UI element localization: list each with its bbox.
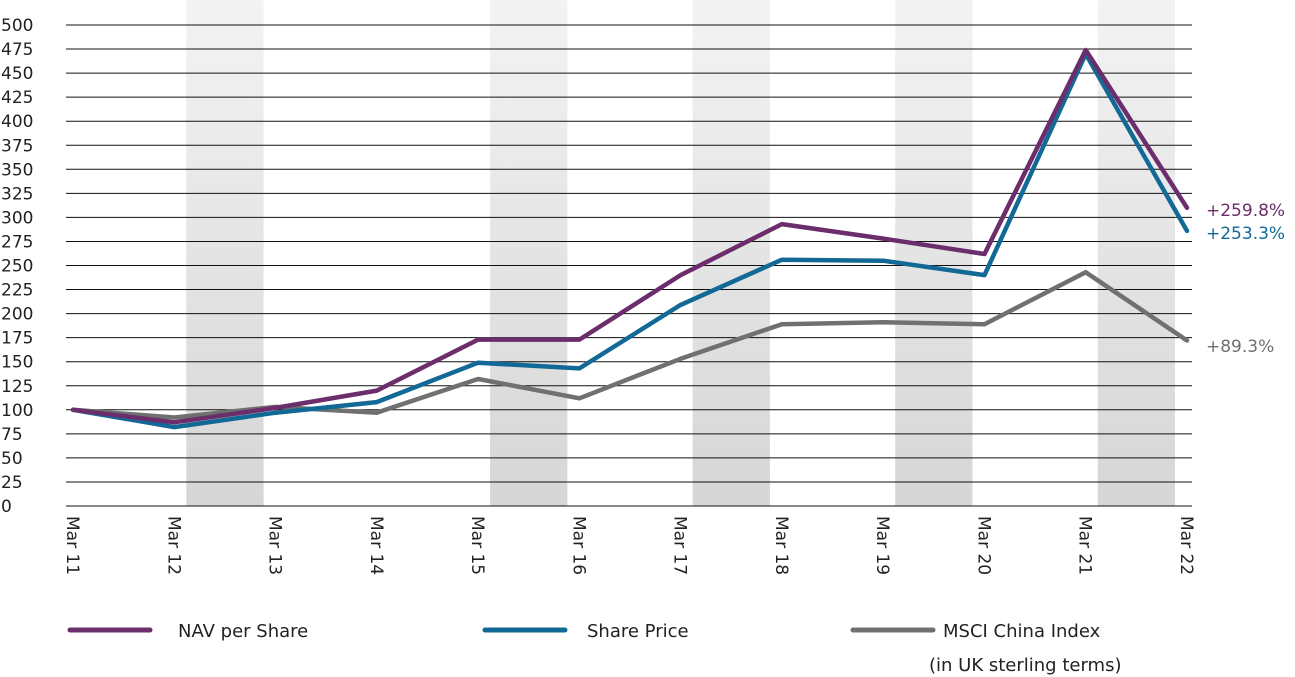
y-tick-label: 500 <box>1 16 33 36</box>
y-tick-label: 225 <box>1 281 33 301</box>
x-tick-label: Mar 13 <box>265 516 285 575</box>
end-label: +89.3% <box>1206 337 1274 357</box>
end-label: +259.8% <box>1206 201 1285 221</box>
y-tick-label: 475 <box>1 40 33 60</box>
y-tick-label: 100 <box>1 401 33 421</box>
y-tick-label: 175 <box>1 329 33 349</box>
x-tick-label: Mar 14 <box>366 516 386 575</box>
y-tick-label: 25 <box>1 473 23 493</box>
y-tick-label: 275 <box>1 232 33 252</box>
shaded-band <box>1097 0 1175 506</box>
x-tick-label: Mar 12 <box>163 516 183 575</box>
shaded-band <box>186 0 264 506</box>
y-tick-label: 425 <box>1 88 33 108</box>
x-tick-label: Mar 21 <box>1075 516 1095 575</box>
shaded-band <box>895 0 973 506</box>
y-tick-label: 150 <box>1 353 33 373</box>
y-axis-ticks: 0 25 50 75 100 125 150 175 200 225 250 275 300 325 350… <box>1 16 33 517</box>
x-axis-ticks: Mar 11 Mar 12 Mar 13 Mar 14 Mar 15 Mar 16 Mar … <box>62 516 1196 575</box>
legend-label: MSCI China Index <box>943 621 1101 642</box>
end-labels: +259.8% +253.3% +89.3% <box>1206 201 1285 357</box>
y-tick-label: 300 <box>1 208 33 228</box>
y-tick-label: 75 <box>1 425 23 445</box>
y-tick-label: 125 <box>1 377 33 397</box>
x-tick-label: Mar 20 <box>973 516 993 575</box>
y-tick-label: 200 <box>1 305 33 325</box>
gridlines <box>66 24 1192 507</box>
y-tick-label: 50 <box>1 449 23 469</box>
shaded-bands <box>186 0 1175 506</box>
x-tick-label: Mar 18 <box>771 516 791 575</box>
series-line-share-price <box>70 51 1190 430</box>
series-lines <box>70 47 1190 430</box>
shaded-band <box>490 0 568 506</box>
series-line-nav-per-share <box>70 47 1190 425</box>
legend-label: NAV per Share <box>178 621 308 642</box>
x-tick-label: Mar 16 <box>568 516 588 575</box>
y-tick-label: 450 <box>1 64 33 84</box>
y-tick-label: 350 <box>1 160 33 180</box>
x-tick-label: Mar 17 <box>670 516 690 575</box>
x-tick-label: Mar 15 <box>467 516 487 575</box>
end-label: +253.3% <box>1206 224 1285 244</box>
y-tick-label: 400 <box>1 112 33 132</box>
x-tick-label: Mar 22 <box>1176 516 1196 575</box>
x-tick-label: Mar 19 <box>872 516 892 575</box>
x-tick-label: Mar 11 <box>62 516 82 575</box>
legend-label-line2: (in UK sterling terms) <box>929 655 1121 676</box>
shaded-band <box>692 0 770 506</box>
y-tick-label: 375 <box>1 136 33 156</box>
legend: NAV per Share Share Price MSCI China Index… <box>67 621 1121 676</box>
legend-label: Share Price <box>587 621 689 642</box>
y-tick-label: 250 <box>1 257 33 277</box>
y-tick-label: 0 <box>1 497 12 517</box>
y-tick-label: 325 <box>1 184 33 204</box>
